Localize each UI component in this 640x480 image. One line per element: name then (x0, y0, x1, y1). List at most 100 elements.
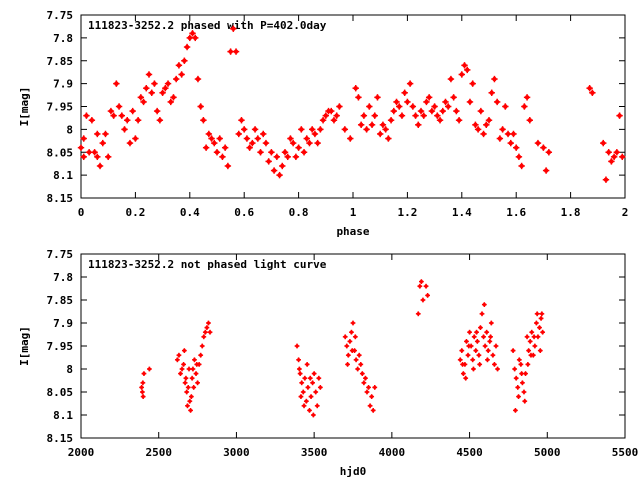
data-point (174, 357, 180, 363)
data-point (602, 176, 610, 183)
data-point (102, 130, 109, 138)
data-point (539, 311, 545, 317)
data-point (151, 80, 158, 87)
data-point (185, 385, 191, 390)
data-point (510, 348, 516, 353)
data-point (268, 149, 275, 156)
data-point (463, 375, 469, 381)
data-point (347, 135, 354, 142)
data-point (439, 107, 446, 115)
data-point (471, 366, 476, 372)
data-point (243, 135, 251, 142)
data-point (301, 403, 307, 409)
data-point (504, 130, 512, 138)
data-point (300, 149, 308, 156)
data-point (428, 107, 436, 115)
data-point (129, 107, 136, 115)
data-point (464, 66, 471, 74)
data-point (499, 126, 506, 133)
data-point (478, 325, 483, 330)
data-point (211, 139, 218, 147)
data-point (194, 75, 202, 83)
data-point (330, 117, 338, 124)
data-point (194, 362, 200, 367)
data-point (294, 343, 300, 349)
y-tick-label: 7.95 (47, 101, 74, 114)
data-point (94, 153, 101, 161)
data-point (143, 85, 150, 92)
data-point (207, 329, 213, 335)
data-point (461, 62, 468, 69)
y-tick-label: 7.9 (53, 317, 73, 330)
data-point (352, 334, 358, 340)
data-point (232, 48, 240, 55)
data-point (415, 311, 421, 317)
data-point (118, 112, 125, 119)
data-point (80, 153, 87, 161)
data-point (139, 389, 145, 395)
data-point (311, 371, 317, 376)
data-point (527, 339, 533, 344)
data-point (471, 334, 477, 340)
data-point (83, 112, 90, 119)
data-point (485, 117, 493, 124)
data-point (141, 371, 147, 376)
data-point (309, 126, 316, 133)
data-point (304, 362, 310, 367)
data-point (224, 162, 232, 170)
data-point (481, 334, 486, 340)
data-point (474, 329, 479, 335)
data-point (538, 316, 544, 321)
plot-title: 111823-3252.2 not phased light curve (88, 258, 327, 271)
x-tick-label: 0.6 (234, 206, 254, 219)
data-point (164, 80, 172, 87)
data-point (317, 385, 323, 390)
data-point (202, 144, 210, 151)
data-point (542, 167, 550, 174)
data-point (306, 139, 313, 147)
data-point (482, 343, 488, 349)
data-point (369, 394, 375, 399)
data-point (96, 162, 104, 170)
data-point (322, 112, 329, 119)
data-point (466, 343, 472, 349)
y-tick-label: 8.15 (47, 432, 74, 445)
data-point (519, 371, 525, 376)
data-point (417, 107, 425, 115)
y-tick-label: 8.1 (53, 169, 73, 182)
data-point (487, 339, 493, 344)
data-point (453, 107, 460, 115)
data-point (360, 112, 368, 119)
data-point (184, 389, 190, 395)
data-point (459, 348, 465, 353)
data-point (251, 126, 259, 133)
data-point (182, 380, 188, 386)
x-tick-label: 1.4 (452, 206, 472, 219)
data-point (610, 153, 618, 161)
data-point (139, 385, 145, 390)
data-point (146, 366, 152, 372)
data-point (366, 103, 373, 110)
data-point (299, 380, 305, 386)
data-point (417, 283, 423, 289)
data-point (115, 103, 123, 110)
data-point (537, 325, 542, 330)
data-point (305, 385, 311, 390)
data-point (418, 279, 424, 284)
data-point (316, 375, 322, 381)
data-point (227, 48, 234, 55)
data-point (502, 103, 509, 110)
data-point (178, 71, 185, 78)
data-point (185, 403, 190, 409)
data-point (361, 380, 367, 386)
data-point (377, 130, 384, 138)
x-tick-label: 5000 (534, 446, 561, 459)
data-point (485, 348, 491, 353)
data-point (200, 117, 207, 124)
data-point (198, 352, 204, 358)
x-tick-label: 1.2 (397, 206, 417, 219)
y-tick-label: 7.95 (47, 340, 74, 353)
data-point (484, 329, 490, 335)
data-point (183, 375, 189, 381)
y-tick-label: 7.8 (53, 32, 73, 45)
